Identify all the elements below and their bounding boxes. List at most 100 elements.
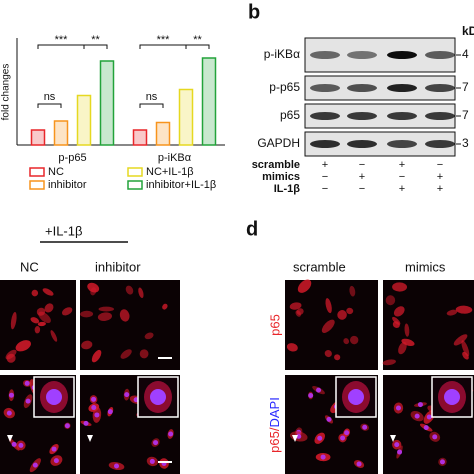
bar [76, 94, 92, 146]
row-label-part: DAPI [267, 397, 282, 427]
nucleus [439, 459, 445, 465]
nucleus [414, 413, 420, 419]
panel-label: d [246, 218, 258, 240]
condition-sign: + [437, 183, 443, 195]
nucleus [91, 405, 97, 411]
condition-label: mimics [262, 171, 300, 183]
cell [296, 308, 304, 315]
cell [42, 288, 54, 296]
band [387, 84, 417, 92]
nucleus [344, 430, 350, 436]
row-label: p65 [267, 314, 282, 336]
band [310, 112, 340, 120]
inset-nucleus [46, 389, 62, 405]
cell [324, 349, 332, 358]
band [310, 51, 340, 59]
arrowhead [390, 435, 396, 442]
legend-label: inhibitor [48, 179, 87, 191]
bar [155, 121, 171, 146]
nucleus [308, 392, 314, 398]
nucleus [423, 425, 429, 431]
bracket [37, 103, 62, 108]
cell [162, 303, 168, 310]
condition-sign: − [322, 171, 328, 183]
weight-label: 4 [462, 47, 469, 61]
cell [349, 285, 356, 297]
cell [125, 285, 134, 295]
cell [97, 312, 113, 321]
cell [401, 338, 415, 346]
significance: ** [91, 34, 100, 46]
bracket [37, 44, 108, 49]
cell [392, 282, 408, 292]
weight-label: 7 [462, 80, 469, 94]
nucleus [168, 431, 174, 437]
nucleus [394, 442, 400, 448]
cell [61, 307, 73, 316]
column-label: mimics [405, 259, 446, 274]
inset-nucleus [348, 389, 364, 405]
inset-nucleus [150, 389, 166, 405]
cell [98, 306, 115, 312]
bar [201, 57, 217, 146]
band [347, 112, 377, 120]
band [310, 84, 340, 92]
nucleus [432, 434, 438, 440]
condition-sign: − [359, 159, 365, 171]
cell [446, 309, 458, 316]
arrowhead [7, 435, 13, 442]
x-tick-label: p-p65 [58, 152, 86, 164]
bracket [139, 103, 164, 108]
nucleus [32, 462, 38, 468]
nucleus [53, 458, 59, 464]
nucleus [94, 412, 100, 418]
cell [453, 334, 468, 346]
cell [325, 298, 332, 314]
condition-label: IL-1β [274, 183, 301, 195]
cell [139, 349, 149, 359]
bar [132, 129, 148, 146]
cell [343, 338, 350, 345]
arrowhead [87, 435, 93, 442]
cell [38, 311, 51, 324]
band [387, 51, 417, 59]
bracket [139, 44, 210, 49]
band [387, 140, 417, 148]
cell [81, 340, 93, 350]
cell [461, 340, 470, 357]
nucleus [6, 410, 12, 416]
condition-label: scramble [252, 159, 300, 171]
nucleus [91, 396, 97, 402]
nucleus [51, 446, 57, 452]
condition-sign: + [399, 159, 405, 171]
nucleus [395, 405, 401, 411]
condition-sign: − [322, 183, 328, 195]
blot-label: GAPDH [257, 136, 300, 150]
condition-sign: − [399, 171, 405, 183]
significance: ** [193, 34, 202, 46]
condition-sign: − [437, 159, 443, 171]
cell [144, 332, 154, 340]
band [310, 140, 340, 148]
weight-label: 3 [462, 136, 469, 150]
significance: ns [146, 91, 158, 103]
nucleus [397, 449, 403, 455]
nucleus [107, 409, 113, 415]
bar [99, 60, 115, 146]
cell [120, 349, 132, 359]
legend-label: inhibitor+IL-1β [146, 179, 216, 191]
cell [297, 279, 312, 293]
row-label-part: p65/ [267, 427, 282, 453]
cell [37, 321, 46, 327]
nucleus [153, 440, 159, 446]
nucleus [24, 380, 30, 386]
band [425, 51, 455, 59]
x-tick-label: p-iKBα [158, 152, 192, 164]
nucleus [18, 442, 24, 448]
condition-sign: − [359, 183, 365, 195]
bar [178, 88, 194, 146]
cell [119, 309, 130, 322]
legend-swatch [29, 180, 45, 190]
condition-sign: + [359, 171, 365, 183]
